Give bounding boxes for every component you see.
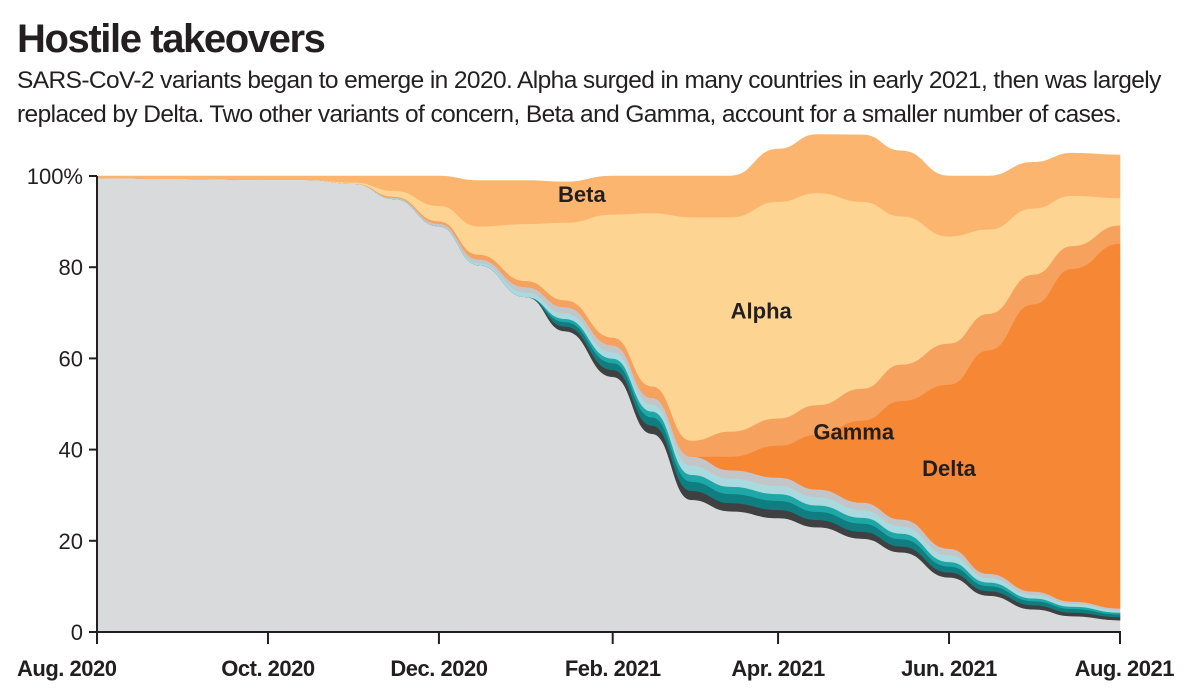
series-label-delta: Delta bbox=[922, 456, 977, 481]
y-tick-label: 40 bbox=[59, 438, 83, 463]
axes-layer: 0 20 40 60 80 100% Aug. 2020 Oct. 2020 Dec. 2020… bbox=[17, 164, 1175, 681]
page-subtitle: SARS-CoV-2 variants began to emerge in 2… bbox=[17, 67, 1161, 128]
labels-layer: Beta Alpha Gamma Delta bbox=[558, 182, 977, 481]
x-tick-label: Oct. 2020 bbox=[221, 656, 315, 681]
series-label-alpha: Alpha bbox=[731, 299, 793, 324]
series-label-beta: Beta bbox=[558, 182, 606, 207]
y-tick-label: 20 bbox=[59, 529, 83, 554]
areas-layer bbox=[96, 134, 1121, 633]
area-series-10 bbox=[96, 134, 1121, 237]
series-label-gamma: Gamma bbox=[813, 419, 894, 444]
x-tick-label: Aug. 2020 bbox=[17, 656, 117, 681]
y-tick-label: 80 bbox=[59, 255, 83, 280]
x-tick-label: Feb. 2021 bbox=[565, 656, 661, 681]
x-tick-label: Apr. 2021 bbox=[731, 656, 825, 681]
y-tick-label: 60 bbox=[59, 346, 83, 371]
x-tick-label: Aug. 2021 bbox=[1075, 656, 1175, 681]
y-tick-label: 100% bbox=[27, 164, 83, 189]
y-tick-label: 0 bbox=[71, 620, 83, 645]
x-tick-label: Jun. 2021 bbox=[901, 656, 997, 681]
page-title: Hostile takeovers bbox=[17, 17, 326, 61]
x-tick-label: Dec. 2020 bbox=[390, 656, 487, 681]
